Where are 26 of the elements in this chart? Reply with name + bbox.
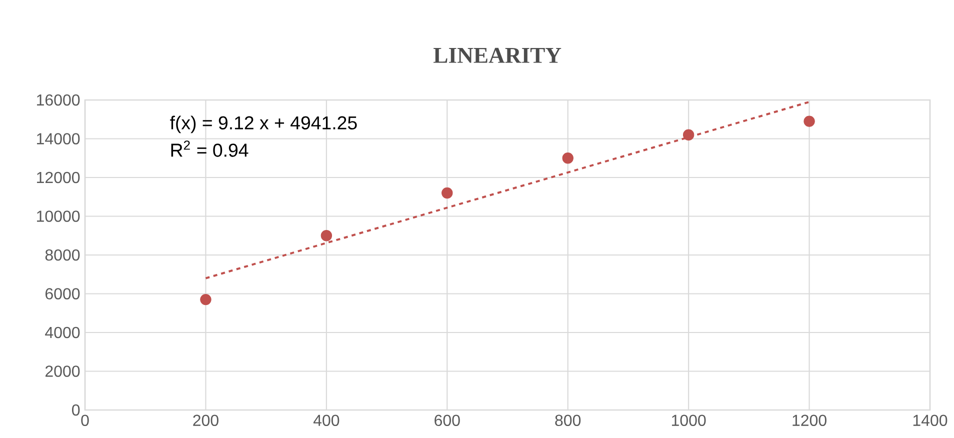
y-tick-label: 4000 xyxy=(45,326,80,338)
y-tick-label: 12000 xyxy=(37,172,80,184)
y-tick-label: 16000 xyxy=(37,94,80,106)
x-tick-label: 1200 xyxy=(792,414,826,426)
x-tick-label: 0 xyxy=(81,414,89,426)
x-tick-label: 400 xyxy=(313,414,340,426)
y-tick-label: 6000 xyxy=(46,288,80,300)
y-tick-label: 2000 xyxy=(46,366,80,377)
point xyxy=(200,294,212,306)
annotation: R$^{2}$ = 0.94 xyxy=(171,140,248,157)
point xyxy=(442,187,453,199)
point xyxy=(682,129,694,140)
y-tick-label: 0 xyxy=(72,404,80,416)
y-tick-label: 10000 xyxy=(37,210,80,222)
y-tick-label: 8000 xyxy=(45,249,80,261)
annotation: f(x) = 9.12 x + 4941.25 xyxy=(170,116,357,134)
x-tick-label: 600 xyxy=(434,414,460,426)
chart-title: LINEARITY xyxy=(434,48,562,63)
y-tick-label: 14000 xyxy=(37,133,80,144)
point xyxy=(562,152,574,164)
point xyxy=(804,116,815,127)
x-tick-label: 1000 xyxy=(672,414,706,426)
x-tick-label: 200 xyxy=(193,414,218,426)
point xyxy=(320,230,332,242)
x-tick-label: 800 xyxy=(555,414,581,426)
x-tick-label: 1400 xyxy=(913,414,948,426)
